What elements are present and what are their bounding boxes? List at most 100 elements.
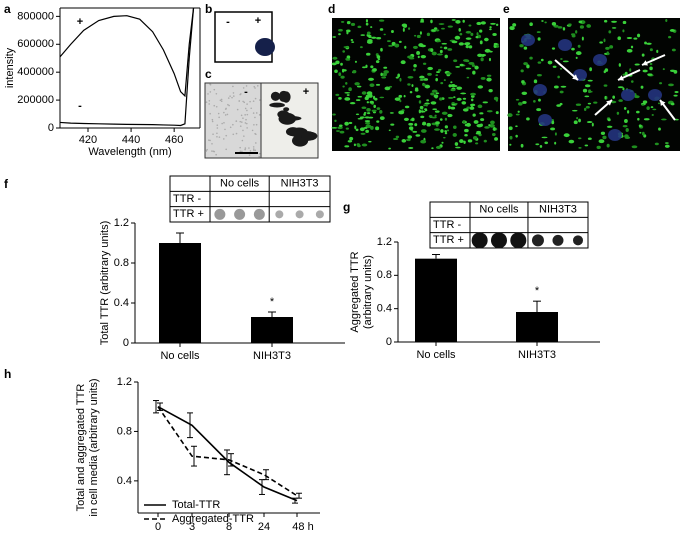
fluorescent-spot xyxy=(470,95,475,98)
fluorescent-spot xyxy=(495,23,499,26)
y-axis-label: ThT fluorescence xyxy=(0,26,3,111)
fluorescent-spot xyxy=(344,145,350,148)
texture xyxy=(229,95,231,97)
fluorescent-spot xyxy=(342,50,346,53)
fluorescent-spot xyxy=(403,94,406,98)
fluorescent-spot xyxy=(335,60,340,65)
texture xyxy=(218,116,220,119)
fluorescent-spot xyxy=(413,34,417,37)
fluorescent-spot xyxy=(473,120,479,124)
fluorescent-spot xyxy=(670,102,675,106)
texture xyxy=(223,111,225,114)
fluorescent-spot xyxy=(363,126,368,129)
fluorescent-spot xyxy=(480,118,485,122)
fluorescent-spot xyxy=(610,100,617,104)
fluorescent-spot xyxy=(354,60,357,63)
texture xyxy=(215,153,217,156)
texture xyxy=(242,87,245,89)
blot-dot xyxy=(315,210,324,219)
x-tick-label: 440 xyxy=(122,134,140,146)
texture xyxy=(216,132,218,135)
nucleus xyxy=(538,114,552,126)
texture xyxy=(255,123,258,126)
fluorescent-spot xyxy=(609,45,614,49)
fluorescent-spot xyxy=(398,40,402,43)
fluorescent-spot xyxy=(560,58,563,60)
texture xyxy=(240,93,242,95)
blot-dot xyxy=(214,208,226,220)
fluorescent-spot xyxy=(388,147,392,150)
fluorescent-spot xyxy=(495,111,499,115)
fluorescent-spot xyxy=(422,83,426,87)
fluorescent-spot xyxy=(458,42,464,46)
fluorescent-spot xyxy=(490,120,495,125)
fluorescent-spot xyxy=(424,84,431,89)
texture xyxy=(245,118,247,121)
fluorescent-spot xyxy=(351,41,355,43)
fluorescent-spot xyxy=(332,56,338,60)
fluorescent-spot xyxy=(464,134,468,137)
fluorescent-spot xyxy=(634,63,640,66)
texture xyxy=(225,134,228,137)
fluorescent-spot xyxy=(624,134,629,138)
fluorescent-spot xyxy=(541,136,548,139)
texture xyxy=(254,87,256,89)
fluorescent-spot xyxy=(332,36,337,38)
fluorescent-spot xyxy=(551,47,556,50)
texture xyxy=(249,100,251,103)
row-header: TTR + xyxy=(173,208,204,220)
fluorescent-spot xyxy=(450,106,456,110)
texture xyxy=(256,85,259,87)
texture xyxy=(225,148,227,151)
aggregate xyxy=(269,102,285,108)
fluorescent-spot xyxy=(474,65,479,70)
fluorescent-spot xyxy=(386,40,391,43)
texture xyxy=(244,122,247,124)
fluorescent-spot xyxy=(638,124,642,128)
texture xyxy=(232,85,234,88)
fluorescent-spot xyxy=(658,127,661,131)
fluorescent-spot xyxy=(434,114,437,117)
blot-dot xyxy=(510,232,527,249)
texture xyxy=(219,99,222,102)
fluorescent-spot xyxy=(345,82,348,85)
fluorescent-spot xyxy=(611,20,618,23)
fluorescent-spot xyxy=(617,36,622,41)
fluorescent-spot xyxy=(471,64,476,67)
fluorescent-spot xyxy=(484,126,490,129)
texture xyxy=(220,98,223,101)
fluorescent-spot xyxy=(419,79,424,81)
fluorescent-spot xyxy=(402,27,405,32)
fluorescent-spot xyxy=(587,79,593,82)
blot-dot xyxy=(531,234,544,247)
fluorescent-spot xyxy=(470,98,474,102)
fluorescent-spot xyxy=(356,143,360,147)
fluorescent-spot xyxy=(562,60,569,63)
fluorescent-spot xyxy=(578,147,582,149)
fluorescent-spot xyxy=(441,42,447,45)
fluorescent-spot xyxy=(431,116,437,119)
blot-dot xyxy=(295,210,304,219)
fluorescent-spot xyxy=(419,105,424,110)
fluorescent-spot xyxy=(612,95,616,99)
y-axis-label: in cell media (arbitrary units) xyxy=(88,378,100,516)
fluorescent-spot xyxy=(335,130,340,132)
fluorescent-spot xyxy=(346,20,351,25)
fluorescent-spot xyxy=(444,132,448,135)
fluorescent-spot xyxy=(585,84,590,87)
fluorescent-spot xyxy=(662,68,665,71)
fluorescent-spot xyxy=(479,40,483,45)
texture xyxy=(246,127,248,129)
fluorescent-spot xyxy=(578,20,583,24)
fluorescent-spot xyxy=(376,107,381,110)
error-bar xyxy=(191,445,197,467)
fluorescent-spot xyxy=(475,142,479,145)
error-bar xyxy=(268,311,276,317)
fluorescent-spot xyxy=(468,24,472,27)
error-bar xyxy=(228,453,234,467)
texture xyxy=(229,126,232,129)
fluorescent-spot xyxy=(477,85,484,89)
texture xyxy=(228,104,230,107)
texture xyxy=(211,120,214,123)
fluorescent-spot xyxy=(420,115,425,119)
